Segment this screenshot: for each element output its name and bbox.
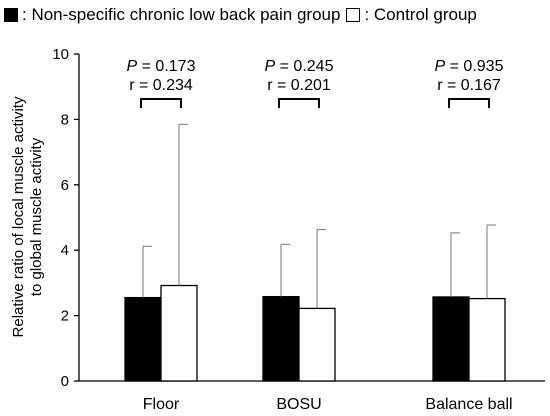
legend: : Non-specific chronic low back pain gro… <box>4 3 483 27</box>
p-value-label: P = 0.173 <box>127 58 196 75</box>
legend-swatch-black <box>4 8 18 22</box>
legend-label-patient-group: : Non-specific chronic low back pain gro… <box>22 5 341 24</box>
significance-bracket <box>448 98 490 108</box>
bar <box>298 307 336 382</box>
bar <box>160 284 198 382</box>
x-tick-label: BOSU <box>276 396 321 413</box>
y-tick-label: 10 <box>52 46 69 63</box>
bar <box>432 296 470 382</box>
bar <box>468 297 506 382</box>
legend-label-control-group: : Control group <box>364 5 477 24</box>
legend-swatch-white <box>346 8 361 22</box>
r-value-label: r = 0.201 <box>267 77 331 94</box>
y-tick-label: 2 <box>61 308 69 325</box>
y-tick-label: 4 <box>61 242 69 259</box>
x-tick-label: Floor <box>143 396 180 413</box>
x-tick-label: Balance ball <box>425 396 512 413</box>
y-axis-title: Relative ratio of local muscle activity … <box>10 96 45 337</box>
y-axis-title-line1: Relative ratio of local muscle activity <box>10 96 27 337</box>
y-tick-label: 6 <box>61 177 69 194</box>
legend-item-patient-group: : Non-specific chronic low back pain gro… <box>4 5 340 25</box>
bar <box>262 295 300 382</box>
significance-bracket <box>278 98 320 108</box>
y-tick-label: 0 <box>61 373 69 390</box>
legend-item-control-group: : Control group <box>346 5 477 25</box>
p-value-label: P = 0.245 <box>265 58 334 75</box>
p-value-label: P = 0.935 <box>435 58 504 75</box>
r-value-label: r = 0.167 <box>437 77 501 94</box>
y-axis-title-line2: to global muscle activity <box>28 137 45 296</box>
r-value-label: r = 0.234 <box>129 77 193 94</box>
plot-area: 0 2 4 6 8 10 Floor BOSU Balance ball P = 0.173 r =… <box>52 46 545 413</box>
significance-bracket <box>140 98 182 108</box>
bar <box>124 296 162 382</box>
y-tick-label: 8 <box>61 111 69 128</box>
